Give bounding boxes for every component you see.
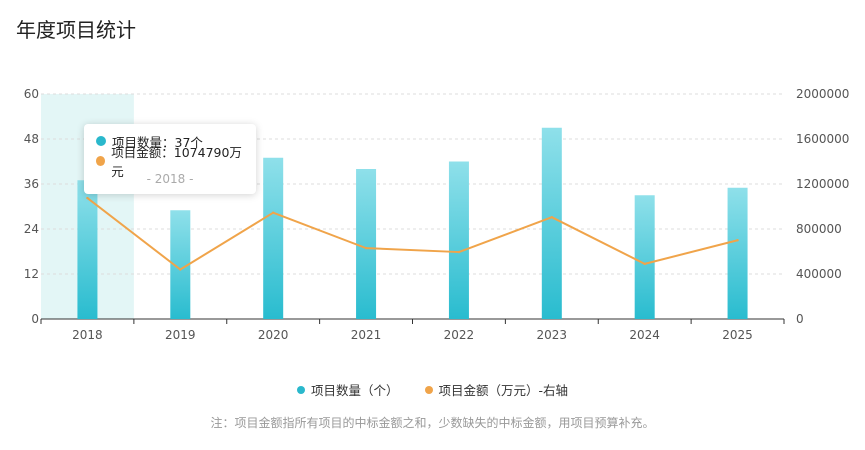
legend-item-count[interactable]: 项目数量（个） xyxy=(296,380,399,399)
axis-layer: 0 0 12 400000 24 800000 36 1200000 48 1600000 60 20… xyxy=(24,87,850,342)
bar-count xyxy=(541,127,562,319)
y-right-tick-label: 1600000 xyxy=(796,132,849,146)
y-left-tick-label: 60 xyxy=(24,87,39,101)
bars-layer xyxy=(77,127,748,319)
y-left-tick-label: 36 xyxy=(24,177,39,191)
x-tick-label: 2019 xyxy=(165,328,196,342)
tooltip-amount-text: 项目金额：1074790万元 xyxy=(111,145,242,179)
x-tick-label: 2024 xyxy=(629,328,660,342)
bar-count xyxy=(727,187,748,319)
y-left-tick-label: 0 xyxy=(31,312,39,326)
line-point xyxy=(271,211,275,214)
y-right-tick-label: 0 xyxy=(796,312,804,326)
grid-layer xyxy=(41,93,784,275)
line-point xyxy=(86,196,89,200)
tooltip: 项目数量：37个 项目金额：1074790万元 - 2018 - xyxy=(84,124,256,194)
tooltip-amount-row: 项目金额：1074790万元 xyxy=(96,145,244,179)
bar-count xyxy=(356,169,377,319)
tooltip-count-text: 项目数量：37个 xyxy=(112,134,203,150)
legend-item-amount[interactable]: 项目金额（万元）-右轴 xyxy=(424,380,569,399)
y-right-tick-label: 400000 xyxy=(796,267,842,281)
tooltip-count-row: 项目数量：37个 xyxy=(96,132,244,150)
x-tick-label: 2022 xyxy=(444,328,475,342)
count-dot-icon xyxy=(96,136,106,146)
y-left-tick-label: 12 xyxy=(24,267,39,281)
line-amount xyxy=(86,197,738,271)
line-point xyxy=(643,262,646,266)
bar-count xyxy=(263,157,284,319)
legend-count-label: 项目数量（个） xyxy=(310,383,399,398)
legend-amount-dot-icon xyxy=(424,385,433,394)
legend: 项目数量（个） 项目金额（万元）-右轴 xyxy=(0,380,865,399)
y-left-tick-label: 48 xyxy=(24,132,39,146)
line-point xyxy=(736,239,739,242)
bar-count xyxy=(634,195,655,319)
legend-amount-label: 项目金额（万元）-右轴 xyxy=(438,383,569,398)
y-right-tick-label: 2000000 xyxy=(796,87,849,101)
x-tick-label: 2020 xyxy=(258,328,289,342)
bar-count xyxy=(448,161,469,319)
y-right-tick-label: 800000 xyxy=(796,222,842,236)
line-layer xyxy=(86,196,739,271)
line-point xyxy=(550,215,554,219)
amount-dot-icon xyxy=(96,156,106,166)
y-right-tick-label: 1200000 xyxy=(796,177,849,191)
x-tick-label: 2021 xyxy=(351,328,382,342)
chart-title: 年度项目统计 xyxy=(16,18,136,42)
bar-count xyxy=(170,210,191,319)
line-point xyxy=(457,250,461,254)
line-point xyxy=(364,246,368,250)
y-left-tick-label: 24 xyxy=(24,222,39,236)
line-point xyxy=(179,268,182,271)
x-tick-label: 2023 xyxy=(537,328,568,342)
bar-count xyxy=(77,180,98,319)
footnote: 注：项目金额指所有项目的中标金额之和，少数缺失的中标金额，用项目预算补充。 xyxy=(210,416,655,430)
tooltip-year: - 2018 - xyxy=(146,172,194,186)
x-tick-label: 2018 xyxy=(72,328,103,342)
legend-count-dot-icon xyxy=(296,385,305,394)
x-tick-label: 2025 xyxy=(722,328,753,342)
